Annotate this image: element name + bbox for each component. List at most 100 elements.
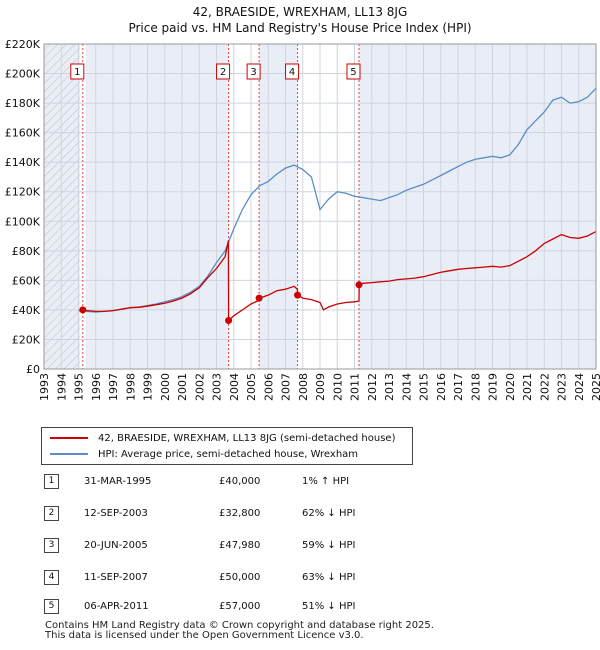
- event-price: £50,000: [219, 572, 261, 583]
- plot-border: [43, 43, 597, 370]
- event-date: 12-SEP-2003: [84, 508, 148, 519]
- y-tick-label: £80K: [12, 245, 41, 258]
- event-price: £32,800: [219, 508, 261, 519]
- event-shade: [297, 44, 359, 369]
- legend-label-property: 42, BRAESIDE, WREXHAM, LL13 8JG (semi-de…: [98, 432, 396, 444]
- y-tick-label: £140K: [5, 156, 41, 169]
- event-hpi-delta: 51% ↓ HPI: [302, 601, 356, 612]
- x-tick-label: 2001: [176, 373, 189, 401]
- x-tick-label: 2009: [314, 373, 327, 401]
- x-tick-label: 1997: [107, 373, 120, 401]
- event-label: 4: [289, 67, 295, 78]
- event-label: 1: [74, 67, 80, 78]
- x-tick-label: 2010: [331, 373, 344, 401]
- x-tick-label: 2011: [349, 373, 362, 401]
- chart-legend: 42, BRAESIDE, WREXHAM, LL13 8JG (semi-de…: [41, 427, 413, 465]
- x-tick-label: 2014: [400, 373, 413, 401]
- event-number-badge: 5: [44, 599, 59, 614]
- x-tick-label: 1999: [142, 373, 155, 401]
- event-marker: [355, 281, 363, 289]
- price-chart: £0 £20K £40K £60K £80K £100K £120K £140K £160K £1…: [5, 38, 600, 401]
- event-price: £47,980: [219, 540, 261, 551]
- table-row: 2 12-SEP-2003 £32,800 62% ↓ HPI: [44, 502, 444, 522]
- event-marker: [294, 291, 302, 299]
- x-tick-label: 2018: [469, 373, 482, 401]
- event-shade: [79, 44, 86, 369]
- x-tick-label: 1998: [124, 373, 137, 401]
- event-number-badge: 3: [44, 538, 59, 553]
- legend-label-hpi: HPI: Average price, semi-detached house,…: [98, 448, 359, 460]
- event-marker: [255, 294, 263, 302]
- series-line-property: [82, 231, 597, 322]
- x-tick-label: 2006: [262, 373, 275, 401]
- chart-subtitle: Price paid vs. HM Land Registry's House …: [128, 21, 472, 35]
- event-date: 11-SEP-2007: [84, 572, 148, 583]
- x-tick-label: 2021: [521, 373, 534, 401]
- event-label: 3: [250, 67, 256, 78]
- x-tick-label: 2020: [504, 373, 517, 401]
- table-row: 4 11-SEP-2007 £50,000 63% ↓ HPI: [44, 566, 444, 586]
- event-label: 2: [220, 67, 226, 78]
- event-hpi-delta: 63% ↓ HPI: [302, 572, 356, 583]
- event-price: £57,000: [219, 601, 261, 612]
- event-label-box: [216, 63, 231, 80]
- x-tick-label: 2008: [297, 373, 310, 401]
- event-hpi-delta: 1% ↑ HPI: [302, 476, 350, 487]
- series-line-hpi: [78, 87, 597, 313]
- x-tick-label: 2017: [452, 373, 465, 401]
- x-tick-label: 2007: [280, 373, 293, 401]
- x-tick-label: 2013: [383, 373, 396, 401]
- x-tick-label: 2000: [159, 373, 172, 401]
- x-tick-label: 1996: [90, 373, 103, 401]
- y-tick-label: £160K: [5, 127, 41, 140]
- x-tick-label: 2019: [487, 373, 500, 401]
- event-label-box: [246, 63, 261, 80]
- event-date: 20-JUN-2005: [84, 540, 148, 551]
- event-label: 5: [350, 67, 356, 78]
- event-hpi-delta: 62% ↓ HPI: [302, 508, 356, 519]
- x-tick-label: 1994: [55, 373, 68, 401]
- x-tick-label: 2015: [418, 373, 431, 401]
- chart-title: 42, BRAESIDE, WREXHAM, LL13 8JG: [192, 5, 408, 19]
- x-tick-label: 2005: [245, 373, 258, 401]
- x-tick-label: 2022: [538, 373, 551, 401]
- y-tick-label: £100K: [5, 215, 41, 228]
- legend-swatch-hpi: [50, 453, 88, 455]
- legend-item-hpi: HPI: Average price, semi-detached house,…: [50, 447, 358, 461]
- y-tick-label: £120K: [5, 186, 41, 199]
- x-tick-label: 2003: [211, 373, 224, 401]
- x-tick-label: 2025: [590, 373, 600, 401]
- footer-note: Contains HM Land Registry data © Crown c…: [45, 621, 434, 641]
- x-tick-label: 2012: [366, 373, 379, 401]
- event-date: 31-MAR-1995: [84, 476, 152, 487]
- x-tick-label: 2024: [573, 373, 586, 401]
- y-tick-label: £180K: [5, 97, 41, 110]
- event-price: £40,000: [219, 476, 261, 487]
- x-tick-label: 2002: [193, 373, 206, 401]
- y-tick-label: £20K: [12, 333, 41, 346]
- table-row: 3 20-JUN-2005 £47,980 59% ↓ HPI: [44, 534, 444, 554]
- event-number-badge: 1: [44, 474, 59, 489]
- footer-copyright: Contains HM Land Registry data © Crown c…: [45, 620, 434, 631]
- y-tick-label: £200K: [5, 68, 41, 81]
- event-marker: [225, 317, 233, 325]
- legend-item-property: 42, BRAESIDE, WREXHAM, LL13 8JG (semi-de…: [50, 431, 395, 445]
- x-tick-label: 2004: [228, 373, 241, 401]
- legend-swatch-property: [50, 437, 88, 439]
- y-tick-label: £60K: [12, 274, 41, 287]
- table-row: 1 31-MAR-1995 £40,000 1% ↑ HPI: [44, 470, 444, 490]
- x-tick-label: 2016: [435, 373, 448, 401]
- x-tick-label: 1995: [73, 373, 86, 401]
- x-tick-label: 2023: [556, 373, 569, 401]
- event-label-box: [346, 63, 361, 80]
- event-marker: [79, 306, 87, 314]
- y-tick-label: £220K: [5, 38, 41, 51]
- event-number-badge: 2: [44, 506, 59, 521]
- table-row: 5 06-APR-2011 £57,000 51% ↓ HPI: [44, 595, 444, 615]
- y-tick-label: £40K: [12, 304, 41, 317]
- event-hpi-delta: 59% ↓ HPI: [302, 540, 356, 551]
- event-label-box: [70, 63, 85, 80]
- footer-licence: This data is licensed under the Open Gov…: [45, 630, 364, 641]
- event-date: 06-APR-2011: [84, 601, 149, 612]
- pre-data-hatch: [44, 44, 80, 369]
